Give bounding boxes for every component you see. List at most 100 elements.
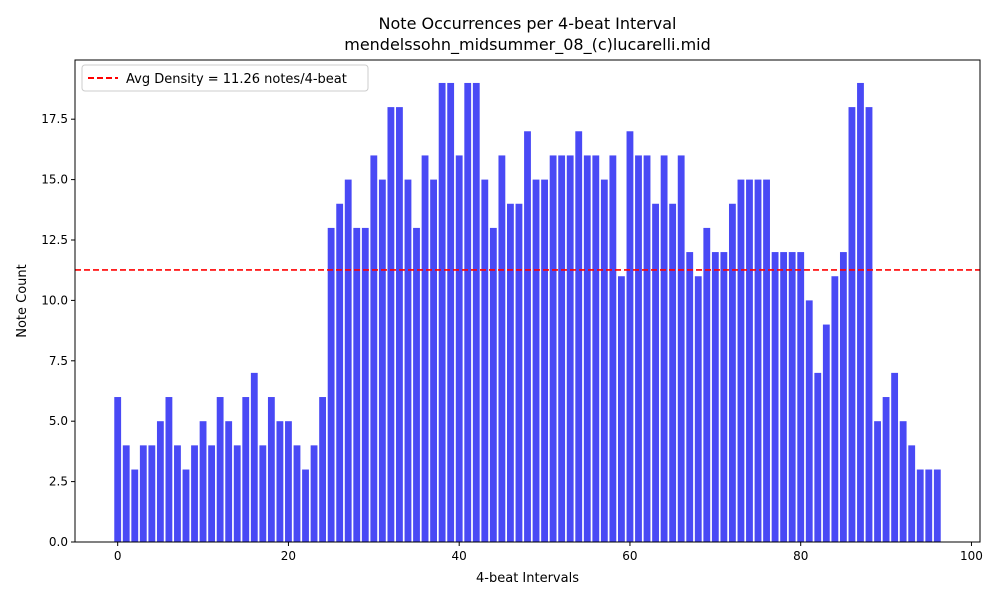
bar-36 <box>421 155 429 542</box>
bar-35 <box>413 227 420 542</box>
bar-63 <box>652 203 659 542</box>
bar-15 <box>242 397 250 542</box>
bar-4 <box>148 445 156 542</box>
x-axis-label: 4-beat Intervals <box>476 571 579 586</box>
bar-6 <box>165 397 173 542</box>
bar-54 <box>575 131 583 542</box>
bar-60 <box>626 131 634 542</box>
bar-31 <box>378 179 386 542</box>
y-tick-label-3: 7.5 <box>49 354 68 368</box>
bar-57 <box>600 179 608 542</box>
y-axis-label: Note Count <box>15 264 30 338</box>
bar-49 <box>532 179 540 542</box>
bar-77 <box>771 252 779 542</box>
bar-47 <box>515 203 523 542</box>
bar-67 <box>686 252 694 542</box>
bar-19 <box>276 421 284 542</box>
y-axis: 0.0 2.5 5.0 7.5 10.0 12.5 15.0 17.5 <box>41 112 75 549</box>
bar-79 <box>788 252 796 542</box>
bar-24 <box>319 397 327 542</box>
bar-52 <box>558 155 566 542</box>
bar-65 <box>669 203 677 542</box>
chart-subtitle: mendelssohn_midsummer_08_(c)lucarelli.mi… <box>344 35 711 55</box>
bar-16 <box>250 372 258 542</box>
bar-73 <box>737 179 745 542</box>
legend-label: Avg Density = 11.26 notes/4-beat <box>126 72 347 87</box>
bar-44 <box>489 227 497 542</box>
x-tick-label-40: 40 <box>452 549 467 563</box>
bar-88 <box>865 107 873 542</box>
bar-51 <box>549 155 557 542</box>
y-tick-label-5: 12.5 <box>41 233 68 247</box>
bar-26 <box>336 203 344 542</box>
bar-23 <box>310 445 318 542</box>
bar-89 <box>874 421 881 542</box>
bar-8 <box>182 469 190 542</box>
bar-91 <box>891 372 899 542</box>
bar-50 <box>541 179 548 542</box>
bar-12 <box>216 397 224 542</box>
bar-7 <box>174 445 181 542</box>
bar-46 <box>507 203 514 542</box>
bar-92 <box>899 421 907 542</box>
bar-0 <box>114 397 122 542</box>
bar-61 <box>635 155 642 542</box>
bar-45 <box>498 155 506 542</box>
bar-62 <box>643 155 651 542</box>
bar-25 <box>327 227 335 542</box>
bars-group <box>114 82 941 542</box>
bar-48 <box>524 131 531 542</box>
y-tick-label-7: 17.5 <box>41 112 68 126</box>
bar-39 <box>447 82 455 542</box>
bar-53 <box>566 155 574 542</box>
y-tick-label-6: 15.0 <box>41 173 68 187</box>
bar-20 <box>285 421 292 542</box>
bar-75 <box>754 179 762 542</box>
y-tick-label-1: 2.5 <box>49 475 68 489</box>
bar-3 <box>139 445 147 542</box>
bar-86 <box>848 107 856 542</box>
bar-84 <box>831 276 839 542</box>
legend-box <box>81 64 369 92</box>
bar-96 <box>933 469 941 542</box>
bar-94 <box>916 469 924 542</box>
bar-93 <box>908 445 916 542</box>
plot-frame <box>74 59 981 543</box>
bar-55 <box>583 155 591 542</box>
bar-59 <box>618 276 625 542</box>
bar-32 <box>387 107 395 542</box>
bar-80 <box>797 252 805 542</box>
bar-30 <box>370 155 378 542</box>
y-tick-label-0: 0.0 <box>49 535 68 549</box>
bar-56 <box>592 155 600 542</box>
bar-81 <box>805 300 813 542</box>
bar-9 <box>191 445 198 542</box>
bar-27 <box>344 179 352 542</box>
x-tick-label-60: 60 <box>622 549 637 563</box>
y-tick-label-2: 5.0 <box>49 414 68 428</box>
bar-64 <box>660 155 668 542</box>
bar-68 <box>694 276 702 542</box>
bar-29 <box>361 227 369 542</box>
x-tick-label-80: 80 <box>793 549 808 563</box>
bar-2 <box>131 469 139 542</box>
bar-87 <box>857 82 864 542</box>
bar-83 <box>822 324 830 542</box>
bar-5 <box>156 421 164 542</box>
bar-78 <box>780 252 788 542</box>
bar-76 <box>763 179 770 542</box>
x-tick-label-0: 0 <box>114 549 122 563</box>
x-axis: 0 20 40 60 80 100 <box>114 542 983 563</box>
x-tick-label-100: 100 <box>960 549 983 563</box>
bar-42 <box>472 82 480 542</box>
bar-69 <box>703 227 711 542</box>
legend: Avg Density = 11.26 notes/4-beat <box>81 64 369 92</box>
bar-71 <box>720 252 728 542</box>
bar-22 <box>302 469 309 542</box>
bar-14 <box>233 445 241 542</box>
bar-18 <box>267 397 275 542</box>
y-tick-label-4: 10.0 <box>41 293 68 307</box>
bar-58 <box>609 155 617 542</box>
bar-10 <box>199 421 207 542</box>
bar-33 <box>396 107 403 542</box>
